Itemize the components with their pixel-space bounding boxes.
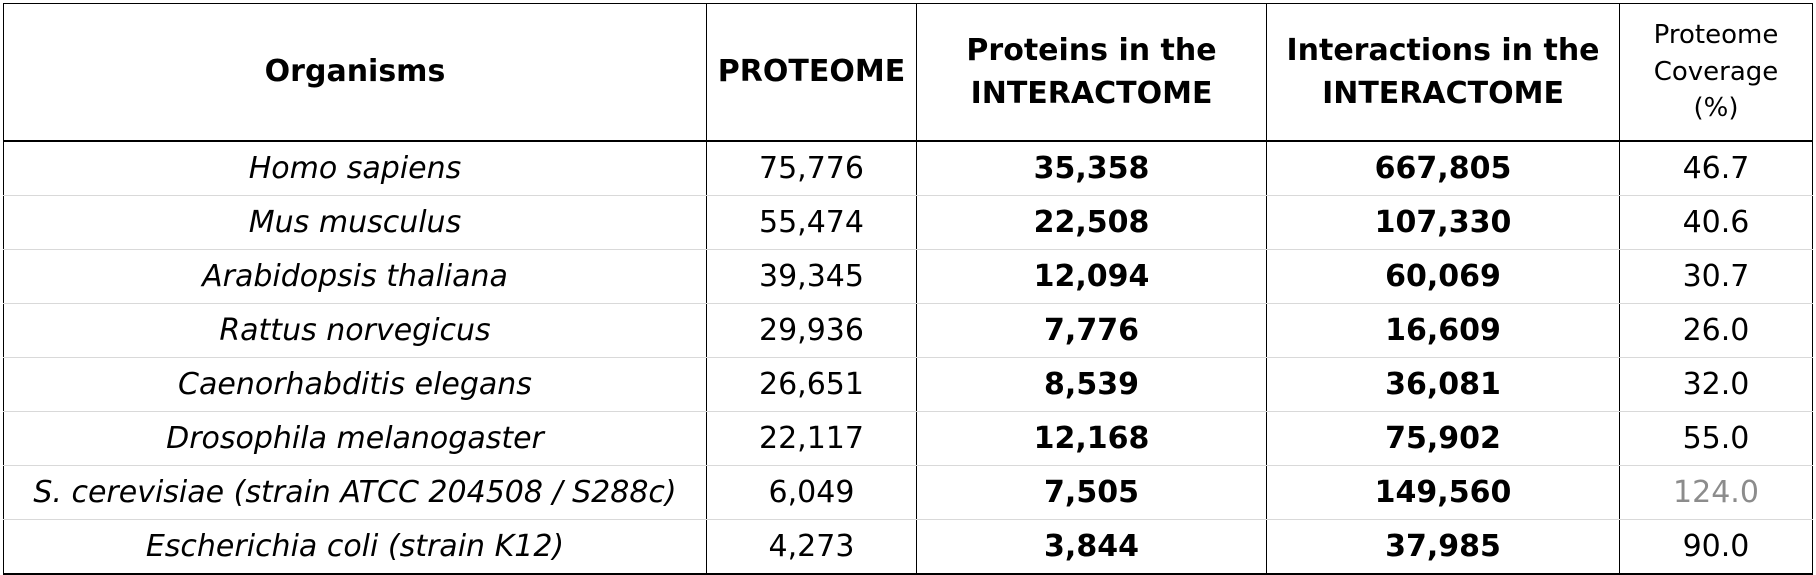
table-row: Escherichia coli (strain K12) 4,273 3,84… (3, 519, 1813, 575)
table-row: Caenorhabditis elegans 26,651 8,539 36,0… (3, 357, 1813, 412)
header-proteins-line2: INTERACTOME (970, 76, 1213, 111)
organism-cell: Drosophila melanogaster (3, 411, 707, 466)
proteins-cell: 12,168 (916, 411, 1267, 466)
coverage-cell: 90.0 (1619, 519, 1813, 575)
interactions-cell: 107,330 (1266, 195, 1620, 250)
organism-cell: Caenorhabditis elegans (3, 357, 707, 412)
organism-cell: S. cerevisiae (strain ATCC 204508 / S288… (3, 465, 707, 520)
header-organisms-label: Organisms (264, 54, 446, 90)
proteins-cell: 7,505 (916, 465, 1267, 520)
proteome-cell: 4,273 (706, 519, 917, 575)
table-row: Homo sapiens 75,776 35,358 667,805 46.7 (3, 140, 1813, 196)
header-row: Organisms PROTEOME Proteins in the INTER… (3, 3, 1813, 142)
proteins-cell: 35,358 (916, 140, 1267, 196)
interactions-cell: 16,609 (1266, 303, 1620, 358)
proteome-cell: 29,936 (706, 303, 917, 358)
header-proteins-line1: Proteins in the (966, 32, 1217, 68)
header-proteins: Proteins in the INTERACTOME (916, 3, 1267, 142)
coverage-cell: 30.7 (1619, 249, 1813, 304)
proteome-cell: 6,049 (706, 465, 917, 520)
proteome-cell: 75,776 (706, 140, 917, 196)
header-organisms: Organisms (3, 3, 707, 142)
table-row: S. cerevisiae (strain ATCC 204508 / S288… (3, 465, 1813, 520)
proteins-cell: 22,508 (916, 195, 1267, 250)
table-row: Mus musculus 55,474 22,508 107,330 40.6 (3, 195, 1813, 250)
organism-cell: Rattus norvegicus (3, 303, 707, 358)
table-row: Rattus norvegicus 29,936 7,776 16,609 26… (3, 303, 1813, 358)
header-interactions: Interactions in the INTERACTOME (1266, 3, 1620, 142)
interactions-cell: 60,069 (1266, 249, 1620, 304)
header-coverage-line1: Proteome (1653, 20, 1779, 51)
organism-cell: Homo sapiens (3, 140, 707, 196)
proteome-cell: 26,651 (706, 357, 917, 412)
organism-cell: Escherichia coli (strain K12) (3, 519, 707, 575)
coverage-cell: 46.7 (1619, 140, 1813, 196)
organism-cell: Mus musculus (3, 195, 707, 250)
interactome-table: Organisms PROTEOME Proteins in the INTER… (3, 3, 1813, 575)
interactions-cell: 75,902 (1266, 411, 1620, 466)
coverage-cell: 32.0 (1619, 357, 1813, 412)
header-interactions-line2: INTERACTOME (1322, 76, 1564, 111)
proteins-cell: 7,776 (916, 303, 1267, 358)
coverage-cell: 124.0 (1619, 465, 1813, 520)
interactions-cell: 36,081 (1266, 357, 1620, 412)
proteome-cell: 55,474 (706, 195, 917, 250)
organism-cell: Arabidopsis thaliana (3, 249, 707, 304)
proteins-cell: 8,539 (916, 357, 1267, 412)
proteome-cell: 22,117 (706, 411, 917, 466)
header-proteome-label: PROTEOME (717, 54, 906, 90)
coverage-cell: 26.0 (1619, 303, 1813, 358)
header-coverage-line3: (%) (1693, 93, 1739, 124)
proteins-cell: 3,844 (916, 519, 1267, 575)
header-proteome: PROTEOME (706, 3, 917, 142)
header-coverage-line2: Coverage (1653, 56, 1779, 87)
interactions-cell: 667,805 (1266, 140, 1620, 196)
table-row: Arabidopsis thaliana 39,345 12,094 60,06… (3, 249, 1813, 304)
table-body: Homo sapiens 75,776 35,358 667,805 46.7 … (3, 140, 1813, 575)
interactions-cell: 37,985 (1266, 519, 1620, 575)
coverage-cell: 40.6 (1619, 195, 1813, 250)
header-coverage: Proteome Coverage (%) (1619, 3, 1813, 142)
interactions-cell: 149,560 (1266, 465, 1620, 520)
proteome-cell: 39,345 (706, 249, 917, 304)
header-interactions-line1: Interactions in the (1286, 32, 1600, 68)
table-header: Organisms PROTEOME Proteins in the INTER… (3, 3, 1813, 142)
coverage-cell: 55.0 (1619, 411, 1813, 466)
table-row: Drosophila melanogaster 22,117 12,168 75… (3, 411, 1813, 466)
proteins-cell: 12,094 (916, 249, 1267, 304)
